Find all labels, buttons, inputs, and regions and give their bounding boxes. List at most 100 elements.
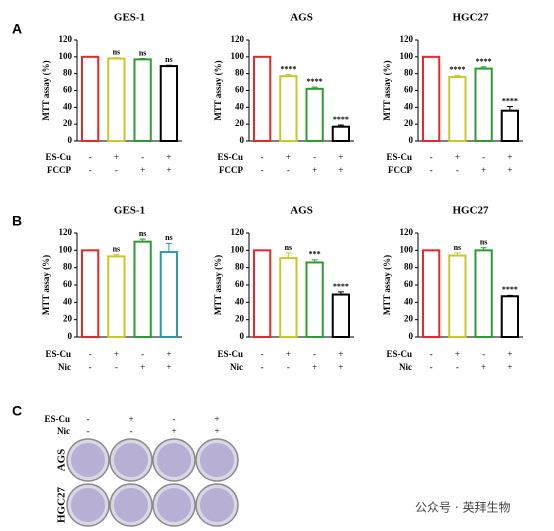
condition-sign: + bbox=[312, 362, 317, 372]
y-tick-label: 100 bbox=[59, 244, 73, 254]
condition-sign: + bbox=[140, 362, 145, 372]
bar bbox=[159, 65, 179, 142]
condition-sign: - bbox=[89, 362, 92, 372]
condition-sign: - bbox=[261, 362, 264, 372]
chart-title: GES-1 bbox=[114, 12, 145, 24]
y-tick-label: 20 bbox=[404, 118, 414, 128]
condition-sign: - bbox=[482, 349, 485, 359]
chart-title: GES-1 bbox=[114, 205, 145, 217]
colony-stain bbox=[71, 443, 105, 477]
bar bbox=[107, 57, 126, 142]
bar bbox=[421, 55, 441, 142]
condition-sign: - bbox=[261, 349, 264, 359]
condition-sign: - bbox=[130, 426, 133, 436]
condition-sign: + bbox=[338, 349, 343, 359]
condition-sign: + bbox=[455, 152, 460, 162]
y-tick-label: 60 bbox=[404, 279, 414, 289]
significance-label: **** bbox=[280, 64, 296, 73]
condition-sign: - bbox=[430, 152, 433, 162]
y-tick-label: 60 bbox=[63, 279, 73, 289]
bar bbox=[474, 249, 493, 338]
y-tick-label: 120 bbox=[400, 34, 414, 44]
condition-label: FCCP bbox=[388, 165, 412, 175]
error-bar bbox=[311, 259, 318, 263]
bar bbox=[279, 75, 298, 142]
condition-sign: - bbox=[89, 165, 92, 175]
bar bbox=[133, 240, 152, 339]
condition-sign: + bbox=[214, 426, 219, 436]
y-tick-label: 120 bbox=[59, 227, 73, 237]
y-tick-label: 40 bbox=[235, 296, 245, 306]
y-tick-label: 100 bbox=[231, 51, 245, 61]
condition-sign: + bbox=[507, 152, 512, 162]
condition-sign: - bbox=[89, 349, 92, 359]
bar bbox=[500, 295, 520, 338]
colony-stain bbox=[200, 488, 234, 522]
significance-label: **** bbox=[333, 115, 349, 124]
significance-label: *** bbox=[309, 250, 321, 259]
y-tick-label: 0 bbox=[68, 135, 73, 145]
y-tick-label: 120 bbox=[231, 227, 245, 237]
condition-label: Nic bbox=[230, 362, 243, 372]
y-tick-label: 60 bbox=[63, 85, 73, 95]
y-tick-label: 60 bbox=[235, 279, 245, 289]
condition-sign: + bbox=[214, 414, 219, 424]
bar bbox=[80, 55, 100, 142]
condition-label: Nic bbox=[57, 426, 70, 436]
condition-sign: - bbox=[430, 349, 433, 359]
condition-sign: + bbox=[128, 414, 133, 424]
y-tick-label: 40 bbox=[235, 101, 245, 111]
condition-label: ES-Cu bbox=[386, 152, 412, 162]
condition-sign: - bbox=[430, 165, 433, 175]
error-bar bbox=[165, 64, 172, 67]
significance-label: **** bbox=[449, 65, 465, 74]
error-bar bbox=[311, 86, 318, 89]
condition-sign: - bbox=[87, 426, 90, 436]
error-bar bbox=[454, 252, 461, 256]
condition-sign: - bbox=[261, 165, 264, 175]
significance-label: ns bbox=[165, 55, 173, 64]
y-tick-label: 20 bbox=[235, 118, 245, 128]
condition-label: ES-Cu bbox=[217, 349, 243, 359]
bar bbox=[279, 257, 298, 338]
bar bbox=[305, 261, 324, 339]
condition-sign: - bbox=[115, 165, 118, 175]
condition-sign: - bbox=[287, 165, 290, 175]
condition-sign: + bbox=[286, 349, 291, 359]
condition-sign: + bbox=[286, 152, 291, 162]
y-tick-label: 20 bbox=[235, 314, 245, 324]
y-axis-label: MTT assay (%) bbox=[382, 60, 392, 120]
bar bbox=[107, 255, 126, 338]
significance-label: ns bbox=[139, 229, 147, 238]
colony-stain bbox=[157, 488, 191, 522]
chart-title: AGS bbox=[290, 12, 313, 24]
bar bbox=[421, 249, 441, 338]
y-axis-label: MTT assay (%) bbox=[213, 60, 223, 120]
bar bbox=[331, 125, 351, 142]
error-bar bbox=[165, 242, 172, 253]
error-bar bbox=[285, 74, 292, 77]
condition-sign: - bbox=[287, 362, 290, 372]
y-axis-label: MTT assay (%) bbox=[41, 255, 51, 315]
y-tick-label: 100 bbox=[400, 51, 414, 61]
bar bbox=[305, 87, 324, 142]
y-tick-label: 80 bbox=[63, 68, 73, 78]
y-tick-label: 100 bbox=[59, 51, 73, 61]
y-tick-label: 20 bbox=[63, 314, 73, 324]
condition-sign: - bbox=[89, 152, 92, 162]
error-bar bbox=[506, 105, 513, 111]
condition-sign: + bbox=[166, 362, 171, 372]
y-tick-label: 40 bbox=[63, 296, 73, 306]
condition-sign: - bbox=[482, 152, 485, 162]
condition-sign: + bbox=[338, 362, 343, 372]
condition-label: FCCP bbox=[219, 165, 243, 175]
y-tick-label: 80 bbox=[235, 68, 245, 78]
watermark: 公众号 · 英拜生物 bbox=[415, 501, 510, 515]
condition-label: ES-Cu bbox=[44, 414, 70, 424]
condition-label: FCCP bbox=[47, 165, 71, 175]
condition-sign: + bbox=[338, 165, 343, 175]
condition-label: Nic bbox=[399, 362, 412, 372]
significance-label: ns bbox=[113, 48, 121, 57]
significance-label: **** bbox=[333, 282, 349, 291]
